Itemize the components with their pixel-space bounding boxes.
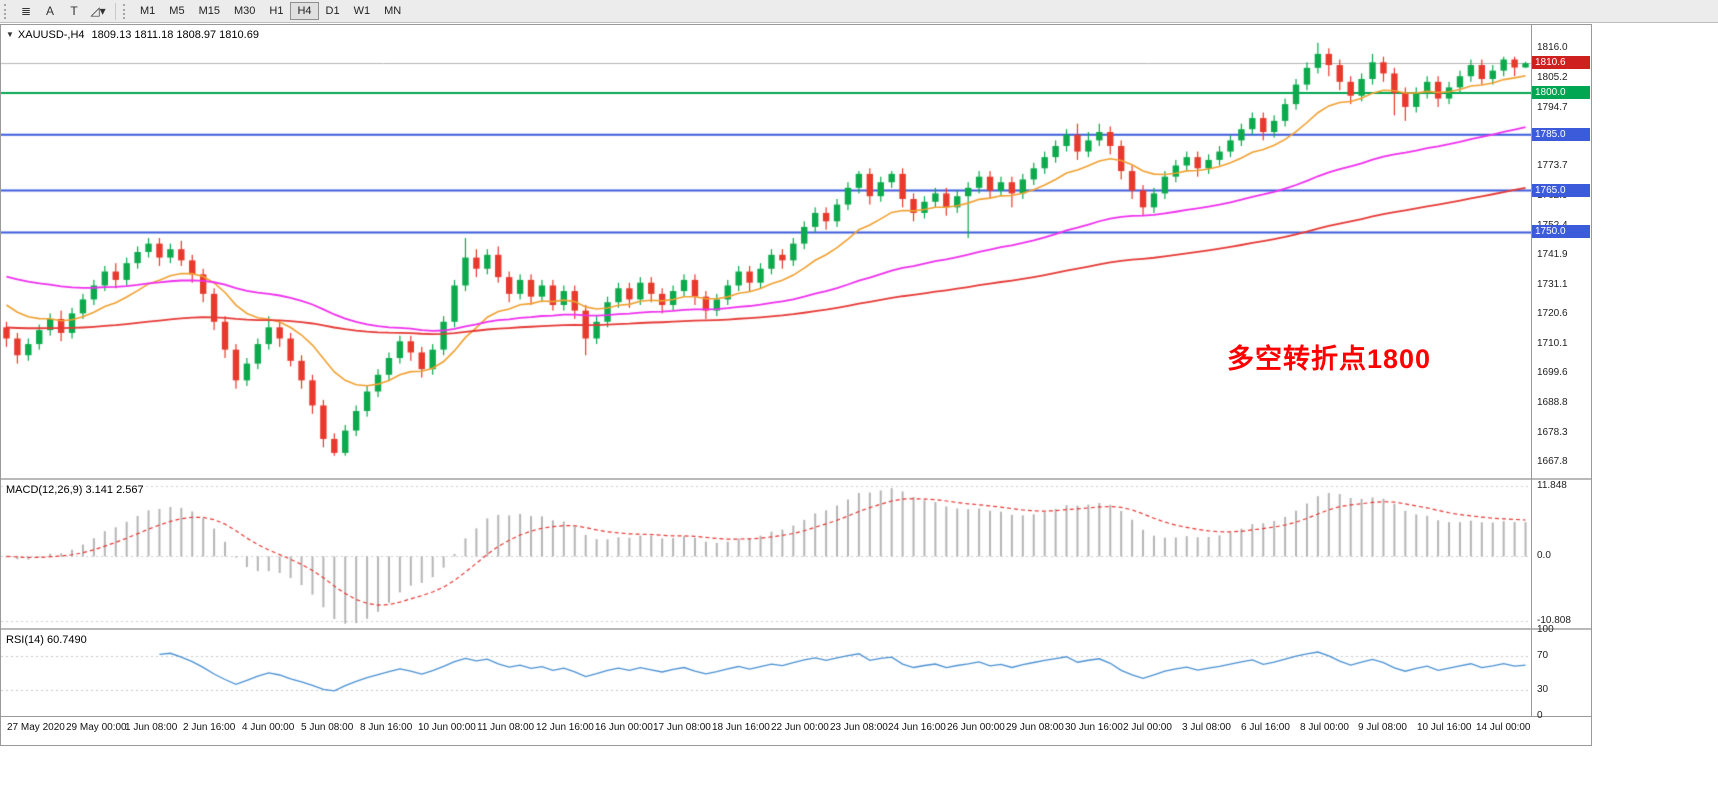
price-tick: 1741.9 (1537, 249, 1568, 260)
time-axis-label: 16 Jun 00:00 (595, 722, 653, 733)
time-axis-label: 26 Jun 00:00 (947, 722, 1005, 733)
timeframe-button-w1[interactable]: W1 (353, 5, 371, 17)
time-axis-label: 8 Jun 16:00 (360, 722, 413, 733)
macd-values: 3.141 2.567 (85, 484, 144, 496)
time-axis-label: 24 Jun 16:00 (888, 722, 946, 733)
lines-tool-icon[interactable]: ≣ (20, 4, 32, 18)
time-axis-label: 5 Jun 08:00 (301, 722, 354, 733)
price-tick: 1731.1 (1537, 279, 1568, 290)
macd-scale-tick: -10.808 (1537, 615, 1571, 626)
time-axis-border (1, 716, 1591, 717)
time-axis-label: 10 Jun 00:00 (418, 722, 476, 733)
text-t-tool-icon[interactable]: T (70, 4, 78, 18)
symbol-period-label: XAUUSD-,H4 (17, 29, 85, 41)
panel-separator[interactable] (1, 628, 1591, 630)
timeframe-button-m1[interactable]: M1 (140, 5, 156, 17)
price-tick: 1710.1 (1537, 338, 1568, 349)
shapes-tool-icon[interactable]: ◿▾ (90, 4, 106, 18)
time-axis-label: 23 Jun 08:00 (830, 722, 888, 733)
toolbar-separator (115, 2, 116, 20)
current-price-tag: 1810.6 (1532, 56, 1590, 69)
price-level-tag: 1785.0 (1532, 128, 1590, 141)
price-tick: 1720.6 (1537, 308, 1568, 319)
timeframe-button-mn[interactable]: MN (384, 5, 402, 17)
time-axis-label: 3 Jul 08:00 (1182, 722, 1231, 733)
time-axis-label: 9 Jul 08:00 (1358, 722, 1407, 733)
toolbar-grip[interactable] (123, 3, 128, 19)
price-tick: 1762.9 (1537, 190, 1568, 201)
time-axis-label: 10 Jul 16:00 (1417, 722, 1472, 733)
time-axis-label: 18 Jun 16:00 (712, 722, 770, 733)
time-axis-label: 6 Jul 16:00 (1241, 722, 1290, 733)
chart-annotation-text: 多空转折点1800 (1227, 344, 1432, 374)
time-axis-label: 29 Jun 08:00 (1006, 722, 1064, 733)
price-tick: 1773.7 (1537, 160, 1568, 171)
chart-title: ▼ XAUUSD-,H4 1809.13 1811.18 1808.97 1810.… (6, 29, 259, 41)
chart-menu-icon[interactable]: ▼ (6, 30, 14, 39)
time-axis-label: 17 Jun 08:00 (653, 722, 711, 733)
toolbar-grip[interactable] (4, 3, 9, 19)
price-level-tag: 1750.0 (1532, 225, 1590, 238)
price-tick: 1794.7 (1537, 102, 1568, 113)
time-axis-label: 8 Jul 00:00 (1300, 722, 1349, 733)
price-tick: 1699.6 (1537, 367, 1568, 378)
timeframe-button-h1[interactable]: H1 (269, 5, 284, 17)
rsi-scale-tick: 70 (1537, 650, 1549, 661)
ohlc-values: 1809.13 1811.18 1808.97 1810.69 (91, 29, 259, 41)
rsi-indicator-label: RSI(14) 60.7490 (6, 634, 87, 646)
time-axis-label: 11 Jun 08:00 (477, 722, 535, 733)
macd-scale-tick: 0.0 (1537, 550, 1551, 561)
macd-canvas[interactable] (1, 480, 1531, 628)
rsi-scale-tick: 100 (1537, 624, 1554, 635)
time-axis-label: 30 Jun 16:00 (1065, 722, 1123, 733)
time-axis-label: 1 Jun 08:00 (125, 722, 178, 733)
timeframe-button-h4[interactable]: H4 (290, 2, 319, 20)
main-chart-canvas[interactable] (1, 26, 1531, 478)
time-axis-label: 14 Jul 00:00 (1476, 722, 1531, 733)
price-level-tag: 1765.0 (1532, 184, 1590, 197)
price-tick: 1752.4 (1537, 220, 1568, 231)
timeframe-group: M1 M5 M15 M30 H1 H4 D1 W1 MN (133, 2, 408, 20)
time-axis-label: 4 Jun 00:00 (242, 722, 295, 733)
drawing-tools-group: ≣ A T ◿▾ (14, 1, 121, 21)
macd-scale-tick: 11.848 (1537, 480, 1567, 491)
rsi-value: 60.7490 (46, 634, 87, 646)
top-toolbar: ≣ A T ◿▾ M1 M5 M15 M30 H1 H4 D1 W1 MN (0, 0, 1718, 23)
price-tick: 1688.8 (1537, 397, 1568, 408)
time-axis-label: 2 Jul 00:00 (1123, 722, 1172, 733)
chart-window: ▼ XAUUSD-,H4 1809.13 1811.18 1808.97 1810.… (0, 24, 1592, 746)
price-tick: 1805.2 (1537, 72, 1568, 83)
timeframe-button-m15[interactable]: M15 (198, 5, 220, 17)
panel-separator[interactable] (1, 478, 1591, 480)
price-tick: 1667.8 (1537, 456, 1568, 467)
macd-indicator-label: MACD(12,26,9) 3.141 2.567 (6, 484, 144, 496)
timeframe-button-m30[interactable]: M30 (233, 5, 256, 17)
time-axis-label: 12 Jun 16:00 (536, 722, 594, 733)
time-axis-label: 2 Jun 16:00 (183, 722, 236, 733)
price-level-tag: 1800.0 (1532, 86, 1590, 99)
price-scale-border (1531, 25, 1532, 716)
time-axis-label: 29 May 00:00 (66, 722, 127, 733)
text-a-tool-icon[interactable]: A (45, 4, 54, 18)
timeframe-button-d1[interactable]: D1 (325, 5, 340, 17)
timeframe-button-m5[interactable]: M5 (169, 5, 185, 17)
price-tick: 1816.0 (1537, 42, 1568, 53)
price-tick: 1678.3 (1537, 427, 1568, 438)
time-axis-label: 27 May 2020 (7, 722, 65, 733)
rsi-scale-tick: 30 (1537, 684, 1549, 695)
time-axis-label: 22 Jun 00:00 (771, 722, 829, 733)
rsi-name: RSI(14) (6, 634, 44, 646)
macd-name: MACD(12,26,9) (6, 484, 83, 496)
rsi-canvas[interactable] (1, 630, 1531, 716)
